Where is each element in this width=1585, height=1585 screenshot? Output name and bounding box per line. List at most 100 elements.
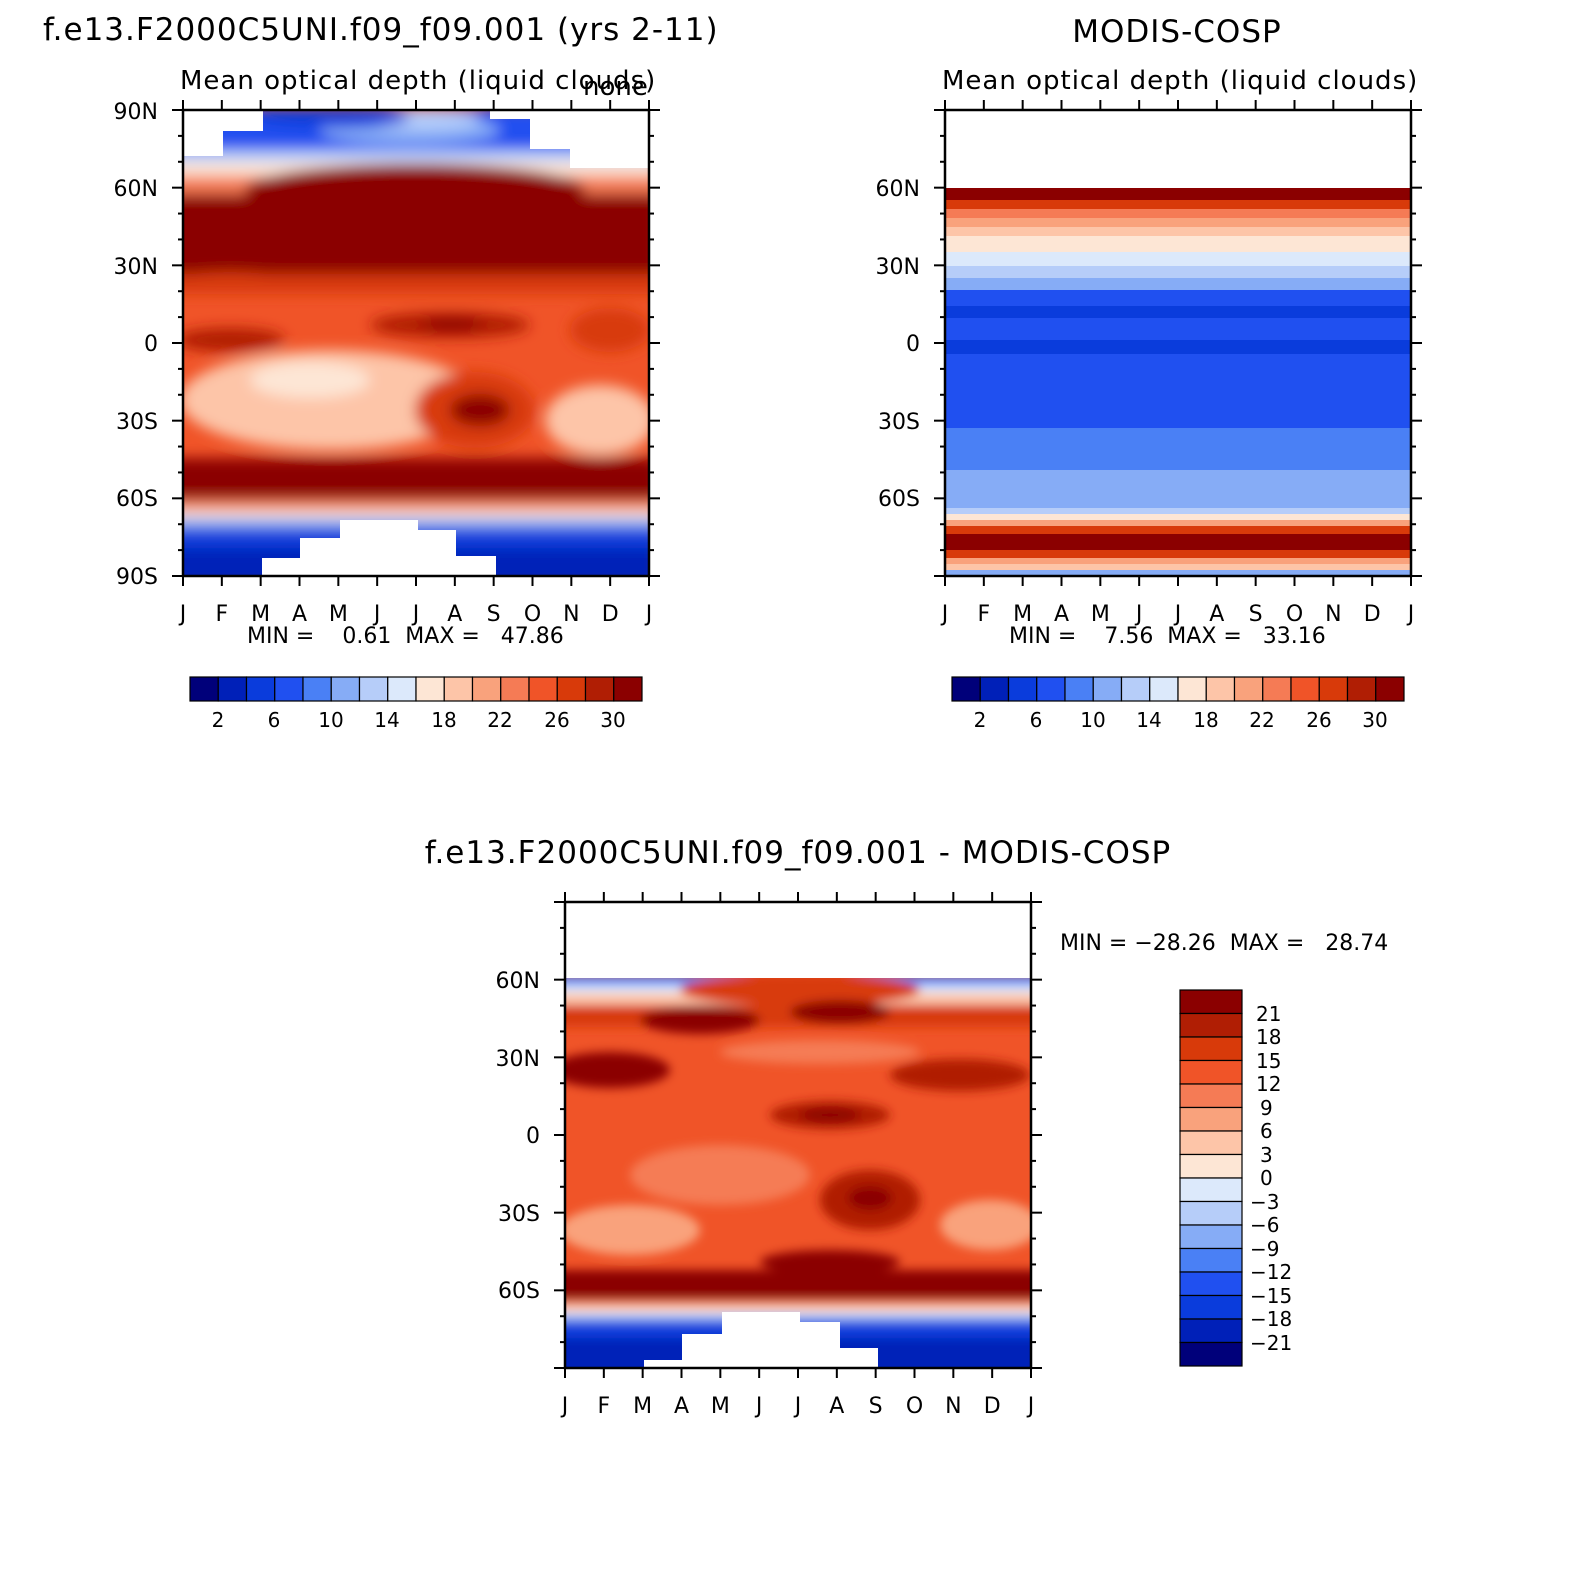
x-tick-label: S (1249, 602, 1263, 627)
x-tick-label: D (1364, 602, 1381, 627)
colorbar-swatch (1179, 1318, 1243, 1344)
colorbar-swatch (1179, 1294, 1243, 1320)
x-tick-label: A (292, 602, 307, 627)
colorbar-swatch (1177, 676, 1207, 702)
x-tick-label: A (1209, 602, 1224, 627)
diff-colorbar-label: 3 (1260, 1143, 1273, 1167)
x-tick-label: M (1091, 602, 1110, 627)
diff-missing-south (644, 1360, 682, 1368)
obs-colorbar (951, 676, 1405, 702)
x-tick-label: F (978, 602, 991, 627)
colorbar-swatch (1149, 676, 1179, 702)
x-tick-label: O (906, 1394, 923, 1419)
colorbar-swatch (1179, 1247, 1243, 1273)
diff-y-tick-label: 30S (498, 1202, 540, 1227)
x-tick-label: N (945, 1394, 961, 1419)
obs-colorbar-label: 30 (1362, 708, 1387, 732)
diff-colorbar-labels: 21 18 15 12 9 6 3 0 −3 −6 −9 −12 −15 −18… (1250, 1002, 1292, 1355)
obs-heatmap (945, 110, 1411, 576)
colorbar-swatch (1262, 676, 1292, 702)
diff-colorbar-label: −12 (1250, 1260, 1292, 1284)
x-tick-label: J (178, 602, 187, 627)
obs-y-axis: 60N 30N 0 30S 60S (876, 177, 920, 512)
colorbar-swatch (189, 676, 219, 702)
model-colorbar-label: 26 (544, 708, 569, 732)
x-tick-label: J (940, 602, 949, 627)
model-colorbar (189, 676, 643, 702)
colorbar-swatch (556, 676, 587, 702)
colorbar-swatch (1179, 1153, 1243, 1179)
model-colorbar-label: 10 (318, 708, 343, 732)
diff-colorbar-label: −9 (1250, 1237, 1279, 1261)
diff-colorbar-label: 18 (1256, 1025, 1281, 1049)
model-stats: MIN = 0.61 MAX = 47.86 (247, 624, 564, 649)
colorbar-swatch (1179, 1083, 1243, 1109)
model-colorbar-label: 22 (487, 708, 512, 732)
model-title: f.e13.F2000C5UNI.f09_f09.001 (yrs 2-11) (43, 12, 719, 48)
model-y-tick-label: 0 (144, 332, 158, 357)
colorbar-swatch (613, 676, 643, 702)
colorbar-swatch (1179, 1130, 1243, 1156)
diff-colorbar-label: 12 (1256, 1072, 1281, 1096)
x-tick-label: J (560, 1394, 569, 1419)
x-tick-label: J (1406, 602, 1415, 627)
colorbar-swatch (1179, 1012, 1243, 1038)
obs-subtitle: Mean optical depth (liquid clouds) (942, 66, 1418, 96)
model-units-label: none (583, 72, 648, 102)
colorbar-swatch (1233, 676, 1264, 702)
model-y-tick-label: 90N (114, 100, 158, 125)
diff-colorbar-label: −6 (1250, 1213, 1279, 1237)
model-colorbar-label: 2 (212, 708, 225, 732)
x-tick-label: M (329, 602, 348, 627)
colorbar-swatch (1179, 989, 1243, 1015)
x-tick-label: D (602, 602, 619, 627)
colorbar-swatch (330, 676, 361, 702)
colorbar-swatch (1318, 676, 1349, 702)
obs-y-tick-label: 60N (876, 177, 920, 202)
obs-y-tick-label: 0 (906, 332, 920, 357)
colorbar-swatch (1179, 1036, 1243, 1062)
model-y-tick-label: 60S (116, 487, 158, 512)
colorbar-swatch (979, 676, 1010, 702)
x-tick-label: M (633, 1394, 652, 1419)
colorbar-swatch (443, 676, 474, 702)
colorbar-swatch (471, 676, 502, 702)
x-tick-label: A (674, 1394, 689, 1419)
diff-title: f.e13.F2000C5UNI.f09_f09.001 - MODIS-COS… (425, 835, 1171, 871)
diff-colorbar-label: −21 (1250, 1331, 1292, 1355)
model-panel: f.e13.F2000C5UNI.f09_f09.001 (yrs 2-11) … (43, 12, 719, 732)
x-tick-label: A (829, 1394, 844, 1419)
model-y-tick-label: 30S (116, 410, 158, 435)
diff-stats: MIN = −28.26 MAX = 28.74 (1060, 931, 1388, 956)
colorbar-swatch (1179, 1200, 1243, 1226)
colorbar-swatch (1092, 676, 1123, 702)
obs-title: MODIS-COSP (1072, 14, 1281, 50)
x-tick-label: J (644, 602, 653, 627)
diff-panel: f.e13.F2000C5UNI.f09_f09.001 - MODIS-COS… (425, 835, 1388, 1419)
obs-colorbar-label: 26 (1306, 708, 1331, 732)
x-tick-label: N (1325, 602, 1341, 627)
obs-colorbar-label: 14 (1136, 708, 1161, 732)
model-heatmap (183, 110, 649, 576)
colorbar-swatch (1120, 676, 1151, 702)
x-tick-label: A (1054, 602, 1069, 627)
obs-colorbar-label: 22 (1249, 708, 1274, 732)
x-tick-label: D (984, 1394, 1001, 1419)
diff-y-axis: 60N 30N 0 30S 60S (496, 969, 540, 1304)
x-tick-label: A (447, 602, 462, 627)
colorbar-swatch (1179, 1106, 1243, 1132)
colorbar-swatch (1205, 676, 1236, 702)
obs-y-tick-label: 30S (878, 410, 920, 435)
colorbar-swatch (358, 676, 389, 702)
diff-colorbar-label: −3 (1250, 1190, 1279, 1214)
model-axis-ticks (172, 100, 660, 586)
x-tick-label: J (793, 1394, 802, 1419)
x-tick-label: O (524, 602, 541, 627)
colorbar-swatch (1179, 1224, 1243, 1250)
diff-colorbar-label: 0 (1260, 1166, 1273, 1190)
diff-colorbar-label: 15 (1256, 1049, 1281, 1073)
